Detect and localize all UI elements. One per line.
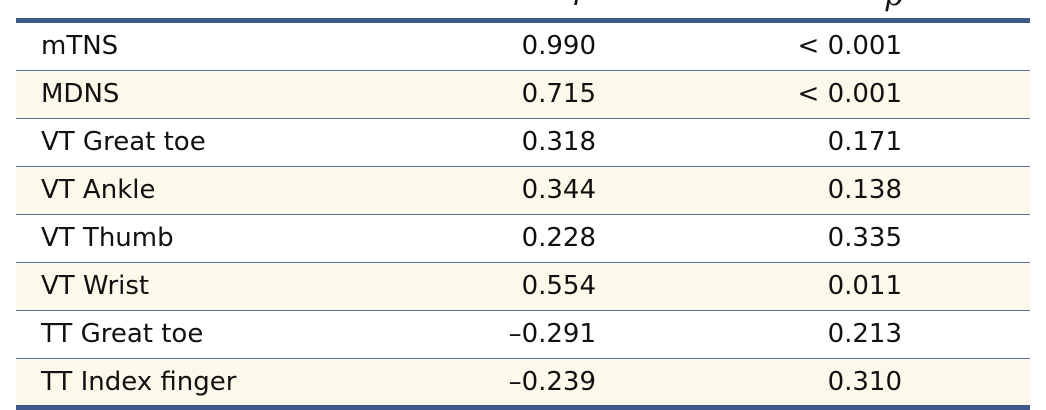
- bottom-rule: [16, 405, 1030, 410]
- header-r: r: [572, 0, 586, 11]
- table-row: TT Great toe –0.291 0.213: [16, 311, 1030, 359]
- data-table: r p mTNS 0.990 < 0.001 MDNS 0.715 < 0.00…: [16, 0, 1030, 410]
- row-r-value: –0.239: [508, 367, 596, 397]
- row-p-value: 0.011: [827, 271, 902, 301]
- row-label: VT Thumb: [41, 223, 174, 253]
- table-body: mTNS 0.990 < 0.001 MDNS 0.715 < 0.001 VT…: [16, 23, 1030, 407]
- table-row: mTNS 0.990 < 0.001: [16, 23, 1030, 71]
- row-r-value: 0.990: [521, 31, 596, 61]
- table-row: TT Index finger –0.239 0.310: [16, 359, 1030, 407]
- table-header: r p: [16, 0, 1030, 18]
- table-row: VT Thumb 0.228 0.335: [16, 215, 1030, 263]
- row-r-value: –0.291: [508, 319, 596, 349]
- table-row: VT Great toe 0.318 0.171: [16, 119, 1030, 167]
- row-p-value: < 0.001: [797, 31, 902, 61]
- row-r-value: 0.318: [521, 127, 596, 157]
- row-label: TT Great toe: [41, 319, 204, 349]
- row-label: TT Index finger: [41, 367, 237, 397]
- table-row: VT Ankle 0.344 0.138: [16, 167, 1030, 215]
- table-row: VT Wrist 0.554 0.011: [16, 263, 1030, 311]
- table-row: MDNS 0.715 < 0.001: [16, 71, 1030, 119]
- row-label: MDNS: [41, 79, 120, 109]
- row-p-value: 0.335: [827, 223, 902, 253]
- row-label: VT Wrist: [41, 271, 150, 301]
- row-r-value: 0.228: [521, 223, 596, 253]
- row-r-value: 0.554: [521, 271, 596, 301]
- row-p-value: < 0.001: [797, 79, 902, 109]
- row-p-value: 0.138: [827, 175, 902, 205]
- row-label: VT Great toe: [41, 127, 206, 157]
- top-rule: [16, 18, 1030, 23]
- row-p-value: 0.213: [827, 319, 902, 349]
- row-p-value: 0.171: [827, 127, 902, 157]
- row-p-value: 0.310: [827, 367, 902, 397]
- row-r-value: 0.344: [521, 175, 596, 205]
- header-p: p: [884, 0, 903, 11]
- row-label: VT Ankle: [41, 175, 156, 205]
- row-label: mTNS: [41, 31, 119, 61]
- row-r-value: 0.715: [521, 79, 596, 109]
